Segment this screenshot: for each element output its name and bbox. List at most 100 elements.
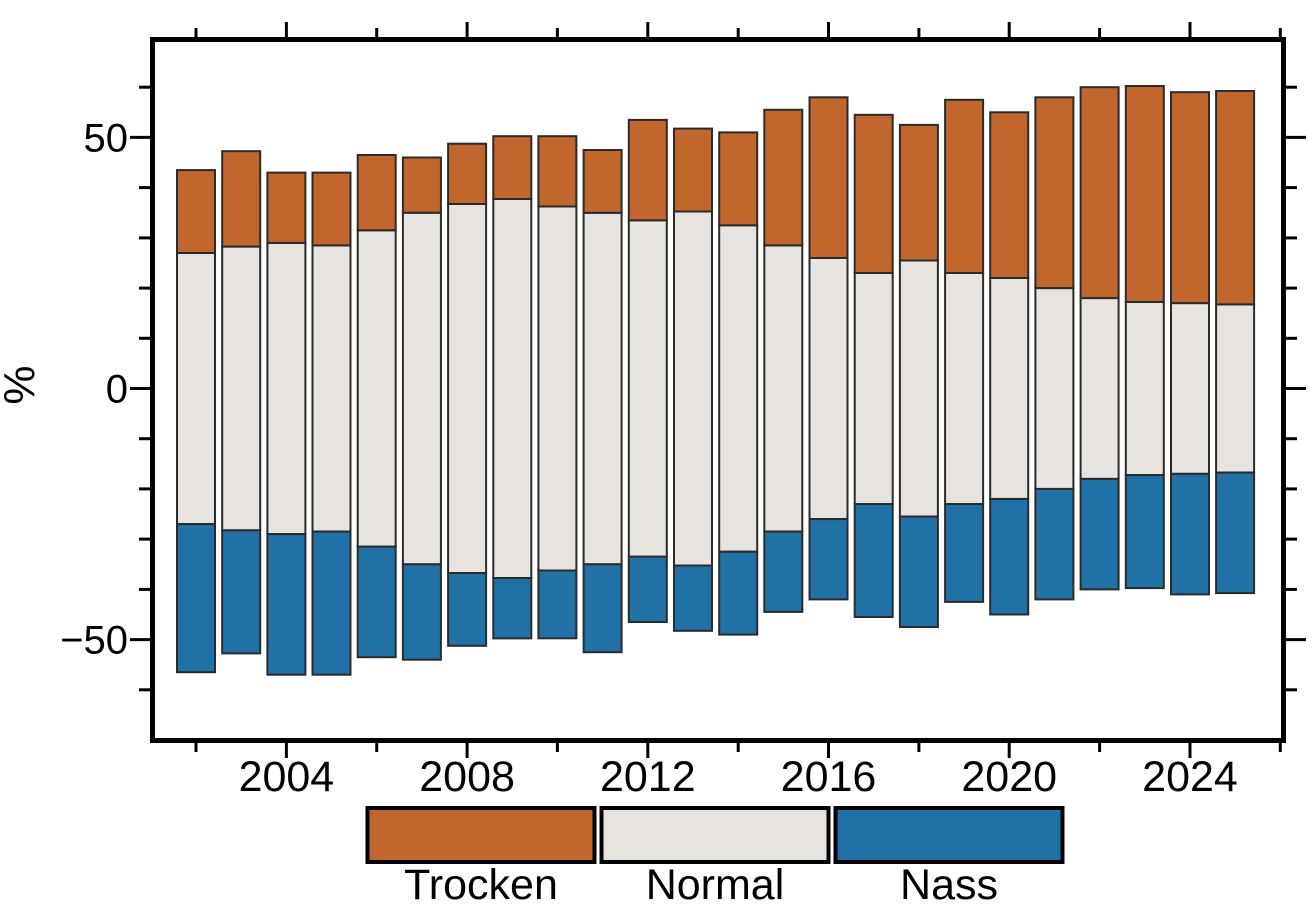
segment-nass-2006 bbox=[356, 545, 397, 659]
bar-2007 bbox=[401, 156, 442, 661]
segment-trocken-2009 bbox=[492, 135, 533, 200]
bar-2014 bbox=[718, 131, 759, 636]
segment-trocken-2024 bbox=[1170, 91, 1210, 305]
segment-trocken-2023 bbox=[1124, 85, 1165, 303]
segment-normal-2025 bbox=[1215, 303, 1256, 474]
segment-nass-2022 bbox=[1079, 477, 1120, 591]
legend: Trocken Normal Nass bbox=[365, 806, 1065, 909]
segment-normal-2005 bbox=[311, 244, 352, 533]
y-tick-label--50: −50 bbox=[60, 619, 128, 663]
segment-nass-2005 bbox=[311, 530, 352, 676]
x-tick-label-2020: 2020 bbox=[961, 753, 1057, 801]
segment-normal-2015 bbox=[763, 244, 804, 533]
segment-nass-2016 bbox=[808, 518, 849, 601]
segment-normal-2014 bbox=[718, 224, 759, 553]
bars-layer bbox=[176, 85, 1256, 676]
segment-normal-2019 bbox=[944, 272, 985, 505]
axis-frame bbox=[150, 37, 1286, 743]
bar-2009 bbox=[492, 135, 533, 640]
segment-nass-2021 bbox=[1034, 487, 1075, 601]
bar-2016 bbox=[808, 96, 849, 601]
segment-trocken-2016 bbox=[808, 96, 849, 259]
segment-trocken-2007 bbox=[401, 156, 442, 214]
segment-nass-2003 bbox=[221, 529, 262, 655]
legend-swatch-nass bbox=[833, 806, 1065, 864]
segment-normal-2012 bbox=[627, 219, 668, 558]
segment-trocken-2008 bbox=[447, 142, 488, 205]
segment-nass-2015 bbox=[763, 530, 804, 613]
segment-normal-2020 bbox=[989, 277, 1030, 500]
segment-trocken-2012 bbox=[627, 118, 668, 222]
segment-nass-2010 bbox=[537, 569, 578, 640]
axis-tick-labels: 50 0 −50 2004 2008 2012 2016 2020 2024 bbox=[60, 116, 1238, 801]
segment-nass-2012 bbox=[627, 555, 668, 624]
bar-2012 bbox=[627, 118, 668, 624]
bar-2004 bbox=[266, 171, 307, 676]
bar-2023 bbox=[1124, 85, 1165, 590]
segment-normal-2017 bbox=[853, 272, 894, 505]
bar-2006 bbox=[356, 154, 397, 659]
bar-2002 bbox=[176, 169, 216, 674]
segment-nass-2020 bbox=[989, 498, 1030, 616]
segment-normal-2008 bbox=[447, 203, 488, 575]
segment-nass-2019 bbox=[944, 503, 985, 603]
segment-normal-2006 bbox=[356, 229, 397, 548]
legend-label-normal: Normal bbox=[646, 861, 785, 908]
bar-2020 bbox=[989, 111, 1030, 616]
segment-nass-2004 bbox=[266, 533, 307, 676]
segment-nass-2002 bbox=[176, 523, 216, 674]
segment-trocken-2014 bbox=[718, 131, 759, 227]
segment-normal-2024 bbox=[1170, 302, 1210, 475]
segment-trocken-2011 bbox=[582, 149, 623, 214]
segment-nass-2008 bbox=[447, 572, 488, 647]
segment-trocken-2022 bbox=[1079, 86, 1120, 300]
segment-nass-2017 bbox=[853, 503, 894, 618]
segment-trocken-2013 bbox=[673, 127, 713, 213]
y-axis-label: % bbox=[0, 365, 44, 404]
plot-frame bbox=[150, 37, 1286, 743]
segment-trocken-2005 bbox=[311, 171, 352, 247]
bar-2003 bbox=[221, 150, 262, 655]
bar-2024 bbox=[1170, 91, 1210, 596]
segment-normal-2021 bbox=[1034, 287, 1075, 490]
axis-ticks bbox=[130, 22, 1306, 758]
bar-2008 bbox=[447, 142, 488, 647]
legend-label-nass: Nass bbox=[900, 861, 998, 908]
segment-trocken-2004 bbox=[266, 171, 307, 244]
segment-nass-2024 bbox=[1170, 472, 1210, 596]
bar-2011 bbox=[582, 149, 623, 654]
segment-trocken-2003 bbox=[221, 150, 262, 248]
segment-nass-2018 bbox=[898, 515, 939, 628]
segment-normal-2023 bbox=[1124, 300, 1165, 477]
segment-trocken-2021 bbox=[1034, 96, 1075, 290]
segment-nass-2025 bbox=[1215, 471, 1256, 595]
segment-normal-2013 bbox=[673, 210, 713, 567]
segment-trocken-2010 bbox=[537, 135, 578, 208]
bar-2018 bbox=[898, 123, 939, 628]
segment-normal-2003 bbox=[221, 245, 262, 532]
segment-normal-2018 bbox=[898, 259, 939, 518]
x-tick-label-2012: 2012 bbox=[600, 753, 696, 801]
segment-nass-2007 bbox=[401, 563, 442, 661]
x-tick-label-2004: 2004 bbox=[239, 753, 335, 801]
bar-2025 bbox=[1215, 90, 1256, 595]
segment-normal-2011 bbox=[582, 211, 623, 566]
bar-2015 bbox=[763, 108, 804, 613]
segment-nass-2011 bbox=[582, 563, 623, 654]
bar-2019 bbox=[944, 98, 985, 603]
segment-trocken-2018 bbox=[898, 123, 939, 262]
segment-normal-2022 bbox=[1079, 297, 1120, 480]
x-tick-label-2016: 2016 bbox=[781, 753, 877, 801]
bar-2022 bbox=[1079, 86, 1120, 591]
segment-trocken-2006 bbox=[356, 154, 397, 232]
segment-trocken-2020 bbox=[989, 111, 1030, 279]
segment-trocken-2025 bbox=[1215, 90, 1256, 306]
segment-normal-2004 bbox=[266, 241, 307, 536]
bar-2005 bbox=[311, 171, 352, 676]
y-tick-label-0: 0 bbox=[106, 368, 128, 412]
segment-nass-2013 bbox=[673, 564, 713, 632]
segment-trocken-2015 bbox=[763, 108, 804, 247]
segment-normal-2009 bbox=[492, 197, 533, 579]
